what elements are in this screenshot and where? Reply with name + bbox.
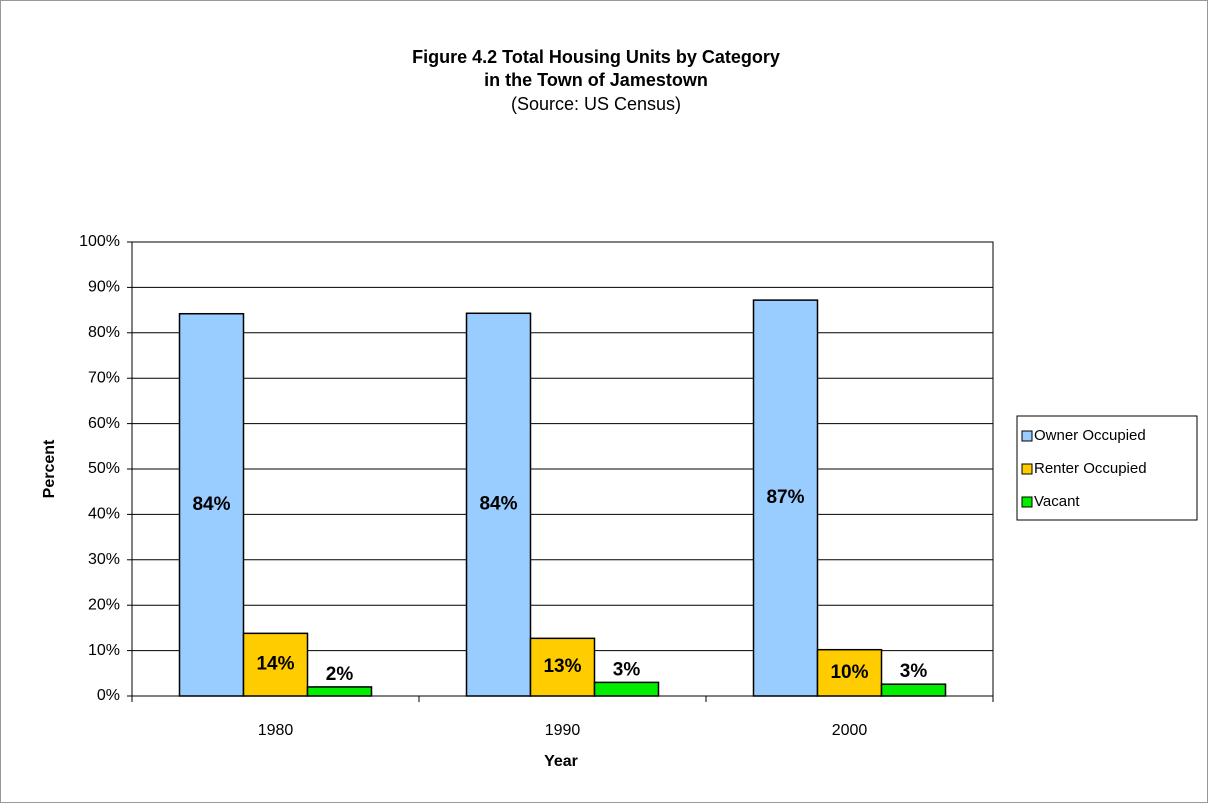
bar — [465, 312, 532, 697]
x-tick-label: 1980 — [258, 722, 294, 739]
bar — [752, 299, 819, 697]
bar — [242, 632, 309, 697]
legend-swatch — [1021, 496, 1033, 508]
bar — [593, 681, 660, 697]
y-tick-label: 60% — [88, 415, 120, 432]
bar — [529, 637, 596, 697]
y-tick-label: 20% — [88, 596, 120, 613]
y-tick-label: 90% — [88, 279, 120, 296]
chart-subtitle: (Source: US Census) — [511, 94, 681, 114]
bar — [880, 683, 947, 697]
chart-title: in the Town of Jamestown — [484, 70, 708, 90]
x-tick-label: 1990 — [545, 722, 581, 739]
bar — [816, 648, 883, 697]
y-tick-label: 0% — [97, 687, 120, 704]
y-tick-label: 50% — [88, 460, 120, 477]
x-tick-label: 2000 — [832, 722, 868, 739]
y-tick-label: 40% — [88, 506, 120, 523]
data-label: 84% — [479, 494, 517, 515]
y-tick-label: 30% — [88, 551, 120, 568]
y-tick-label: 70% — [88, 369, 120, 386]
bar — [306, 686, 373, 697]
legend-label: Owner Occupied — [1034, 427, 1146, 444]
chart-title: Figure 4.2 Total Housing Units by Catego… — [412, 47, 780, 67]
x-axis-title: Year — [544, 753, 578, 770]
data-label: 84% — [192, 494, 230, 515]
data-label: 10% — [830, 662, 868, 683]
data-label: 13% — [543, 656, 581, 677]
y-tick-label: 100% — [79, 233, 120, 250]
data-label: 14% — [256, 654, 294, 675]
data-label: 3% — [900, 661, 928, 682]
legend-swatch — [1021, 463, 1033, 475]
data-label: 87% — [766, 487, 804, 508]
legend-label: Renter Occupied — [1034, 460, 1147, 477]
legend-label: Vacant — [1034, 493, 1080, 510]
data-label: 3% — [613, 659, 641, 680]
legend-swatch — [1021, 430, 1033, 442]
y-tick-label: 10% — [88, 642, 120, 659]
y-tick-label: 80% — [88, 324, 120, 341]
bar — [178, 312, 245, 697]
y-axis-title: Percent — [41, 439, 58, 498]
data-label: 2% — [326, 664, 354, 685]
legend-box — [1016, 415, 1198, 521]
